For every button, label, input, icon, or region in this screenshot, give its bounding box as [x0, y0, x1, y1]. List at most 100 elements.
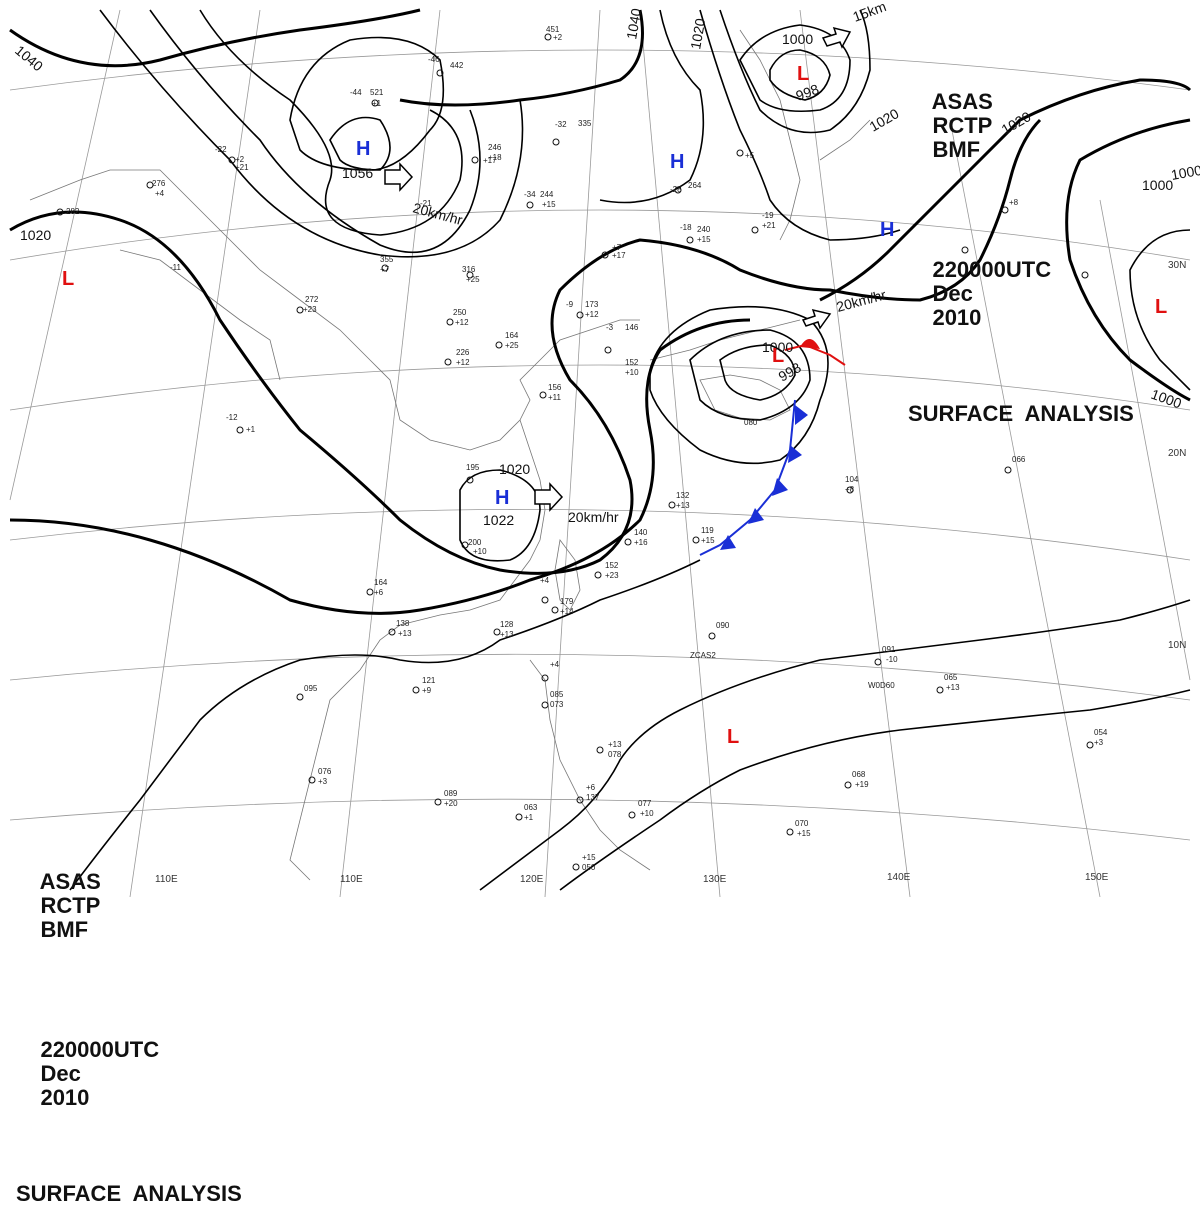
station-label: +19 [855, 780, 869, 789]
header-line-1: ASAS RCTP BMF [908, 66, 1168, 186]
station-label: 068 [852, 770, 866, 779]
station-label: 073 [550, 700, 564, 709]
low-pressure-marker: L [797, 63, 809, 85]
station-label: 240 [697, 225, 711, 234]
station-label: +6 [586, 783, 596, 792]
station-label: +1 [372, 99, 382, 108]
station-label: +4 [550, 660, 560, 669]
header-month: Dec [40, 1061, 81, 1086]
isobar-label: 1040 [623, 7, 644, 41]
station-label: 095 [304, 684, 318, 693]
station-label: 128 [500, 620, 514, 629]
station-label: -3 [606, 323, 614, 332]
low-pressure-marker: L [62, 268, 74, 290]
station-label: 164 [374, 578, 388, 587]
station-label: +14 [560, 607, 574, 616]
latitude-label: 20N [1168, 448, 1186, 459]
pressure-centers: H 1056 H H H 1022 L 998 L 998 L L L [62, 63, 1167, 748]
station-label: +13 [676, 501, 690, 510]
station-label: 195 [466, 463, 480, 472]
station-label: 078 [608, 750, 622, 759]
station-label: 335 [578, 119, 592, 128]
station-label: 355 [380, 255, 394, 264]
station-label: +15 [697, 235, 711, 244]
high-pressure-value: 1022 [483, 512, 514, 528]
station-label: 164 [505, 331, 519, 340]
station-label: 121 [422, 676, 436, 685]
station-label: 442 [450, 61, 464, 70]
station-label: +10 [473, 547, 487, 556]
cold-front [699, 399, 808, 556]
station-label: +13 [608, 740, 622, 749]
station-label: +13 [398, 629, 412, 638]
station-label: 282 [66, 207, 80, 216]
header-time: 220000UTC [40, 1037, 160, 1062]
latitude-label: 10N [1168, 640, 1186, 651]
station-label: 090 [716, 621, 730, 630]
high-pressure-marker: H [880, 219, 894, 241]
station-label: -32 [555, 120, 567, 129]
station-label: -18 [680, 223, 692, 232]
station-label: +15 [701, 536, 715, 545]
station-label: +7 [612, 243, 622, 252]
station-label: 066 [1012, 455, 1026, 464]
station-label: +15 [542, 200, 556, 209]
low-pressure-value: 998 [794, 81, 822, 104]
station-label: 063 [524, 803, 538, 812]
header-bottom-left: ASAS RCTP BMF 220000UTC Dec 2010 SURFACE… [16, 798, 296, 1230]
station-label: -28 [670, 185, 682, 194]
surface-analysis-map: 451 +2 521 +1 442 -44 -46 335 -32 +17 24… [9, 0, 1200, 897]
station-label: +25 [505, 341, 519, 350]
station-label: 070 [795, 819, 809, 828]
station-label: +7 [380, 265, 390, 274]
station-label: +21 [235, 163, 249, 172]
station-label: +4 [155, 189, 165, 198]
header-time: 220000UTC [932, 257, 1052, 282]
low-pressure-marker: L [727, 726, 739, 748]
header-line-3: SURFACE ANALYSIS [16, 1181, 242, 1206]
station-label: -22 [215, 145, 227, 154]
station-label: +8 [845, 485, 855, 494]
isobars [9, 8, 1192, 891]
station-label: 246 [488, 143, 502, 152]
station-label: 077 [638, 799, 652, 808]
header-line-1: ASAS RCTP BMF [16, 846, 296, 966]
station-label: +1 [246, 425, 256, 434]
low-pressure-marker: L [772, 345, 784, 367]
station-label: 119 [701, 526, 714, 535]
header-station: RCTP [932, 113, 993, 138]
station-label: 065 [944, 673, 958, 682]
station-label: +3 [1094, 738, 1104, 747]
station-label: +8 [1009, 198, 1019, 207]
station-label: +23 [303, 305, 317, 314]
station-label: 089 [444, 789, 458, 798]
station-label: 316 [462, 265, 476, 274]
station-label: +4 [540, 576, 550, 585]
station-label: 080 [744, 418, 758, 427]
station-label: 521 [370, 88, 384, 97]
header-line-2: 220000UTC Dec 2010 [908, 234, 1168, 354]
warm-front [784, 338, 846, 366]
station-label: +20 [444, 799, 458, 808]
isobar-label: 1000 [1170, 162, 1200, 183]
station-label: +25 [466, 275, 480, 284]
station-label: -19 [762, 211, 774, 220]
station-label: +16 [634, 538, 648, 547]
station-label: -34 [524, 190, 536, 199]
longitude-label: 130E [703, 874, 727, 885]
graticule [9, 9, 1191, 897]
station-label: +10 [640, 809, 654, 818]
station-label: 152 [605, 561, 619, 570]
station-label: ZCAS2 [690, 651, 716, 660]
station-label: +12 [455, 318, 469, 327]
station-labels: 451 +2 521 +1 442 -44 -46 335 -32 +17 24… [66, 25, 1108, 872]
station-label: 076 [318, 767, 332, 776]
isobar-label: 1000 [782, 31, 813, 47]
station-label: +2 [553, 33, 563, 42]
station-label: 179 [560, 597, 574, 606]
header-code: ASAS [39, 869, 101, 894]
longitude-label: 120E [520, 874, 544, 885]
station-label: 137 [586, 793, 600, 802]
header-code: ASAS [931, 89, 993, 114]
station-label: -10 [886, 655, 898, 664]
